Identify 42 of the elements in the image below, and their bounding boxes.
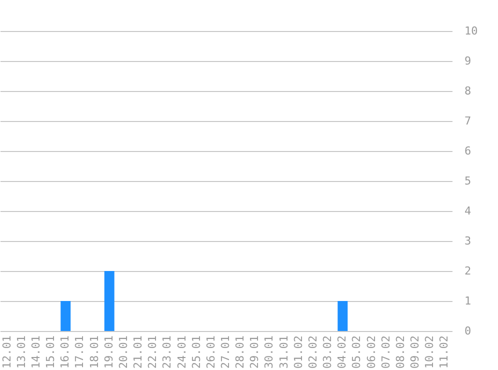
x-tick-label: 15.01 (44, 336, 58, 369)
y-tick-label: 0 (464, 324, 472, 338)
x-tick-label: 16.01 (58, 336, 72, 369)
y-tick-label: 9 (464, 54, 472, 68)
x-tick-label: 17.01 (73, 336, 86, 369)
x-tick-label: 01.02 (292, 336, 305, 369)
x-tick-label: 02.02 (306, 336, 320, 369)
x-tick-label: 31.01 (277, 336, 290, 369)
y-tick-label: 10 (464, 24, 478, 38)
y-tick-label: 5 (464, 174, 472, 188)
y-tick-label: 6 (464, 144, 472, 158)
x-tick-label: 18.01 (88, 336, 101, 369)
y-tick-label: 8 (464, 84, 472, 98)
x-tick-label: 21.01 (132, 336, 145, 369)
x-tick-label: 10.02 (423, 336, 436, 369)
x-tick-label: 30.01 (262, 336, 276, 369)
x-tick-label: 27.01 (219, 336, 232, 369)
x-tick-label: 08.02 (394, 336, 407, 369)
x-tick-label: 23.01 (160, 336, 174, 369)
x-tick-label: 11.02 (438, 336, 451, 369)
x-tick-label: 12.01 (0, 336, 14, 369)
x-tick-label: 20.01 (116, 336, 130, 369)
x-tick-label: 24.01 (175, 336, 188, 369)
x-tick-label: 13.01 (14, 336, 28, 369)
y-tick-label: 4 (464, 204, 472, 218)
y-tick-label: 1 (464, 294, 472, 308)
x-tick-label: 04.02 (336, 336, 349, 369)
x-tick-label: 26.01 (204, 336, 218, 369)
x-tick-label: 05.02 (350, 336, 364, 369)
y-tick-label: 3 (464, 234, 472, 248)
x-tick-label: 03.02 (321, 336, 334, 369)
x-tick-label: 06.02 (364, 336, 378, 369)
x-tick-label: 28.01 (234, 336, 247, 369)
x-tick-label: 19.01 (102, 336, 116, 369)
y-tick-label: 2 (464, 264, 472, 278)
x-tick-label: 22.01 (146, 336, 160, 369)
x-tick-label: 25.01 (190, 336, 203, 369)
x-tick-label: 07.02 (379, 336, 392, 369)
x-tick-label: 14.01 (29, 336, 42, 369)
x-tick-label: 09.02 (408, 336, 422, 369)
x-tick-label: 29.01 (248, 336, 262, 369)
y-tick-label: 7 (464, 114, 472, 128)
